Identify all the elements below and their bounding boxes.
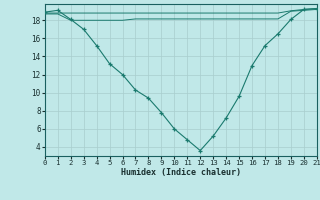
- X-axis label: Humidex (Indice chaleur): Humidex (Indice chaleur): [121, 168, 241, 177]
